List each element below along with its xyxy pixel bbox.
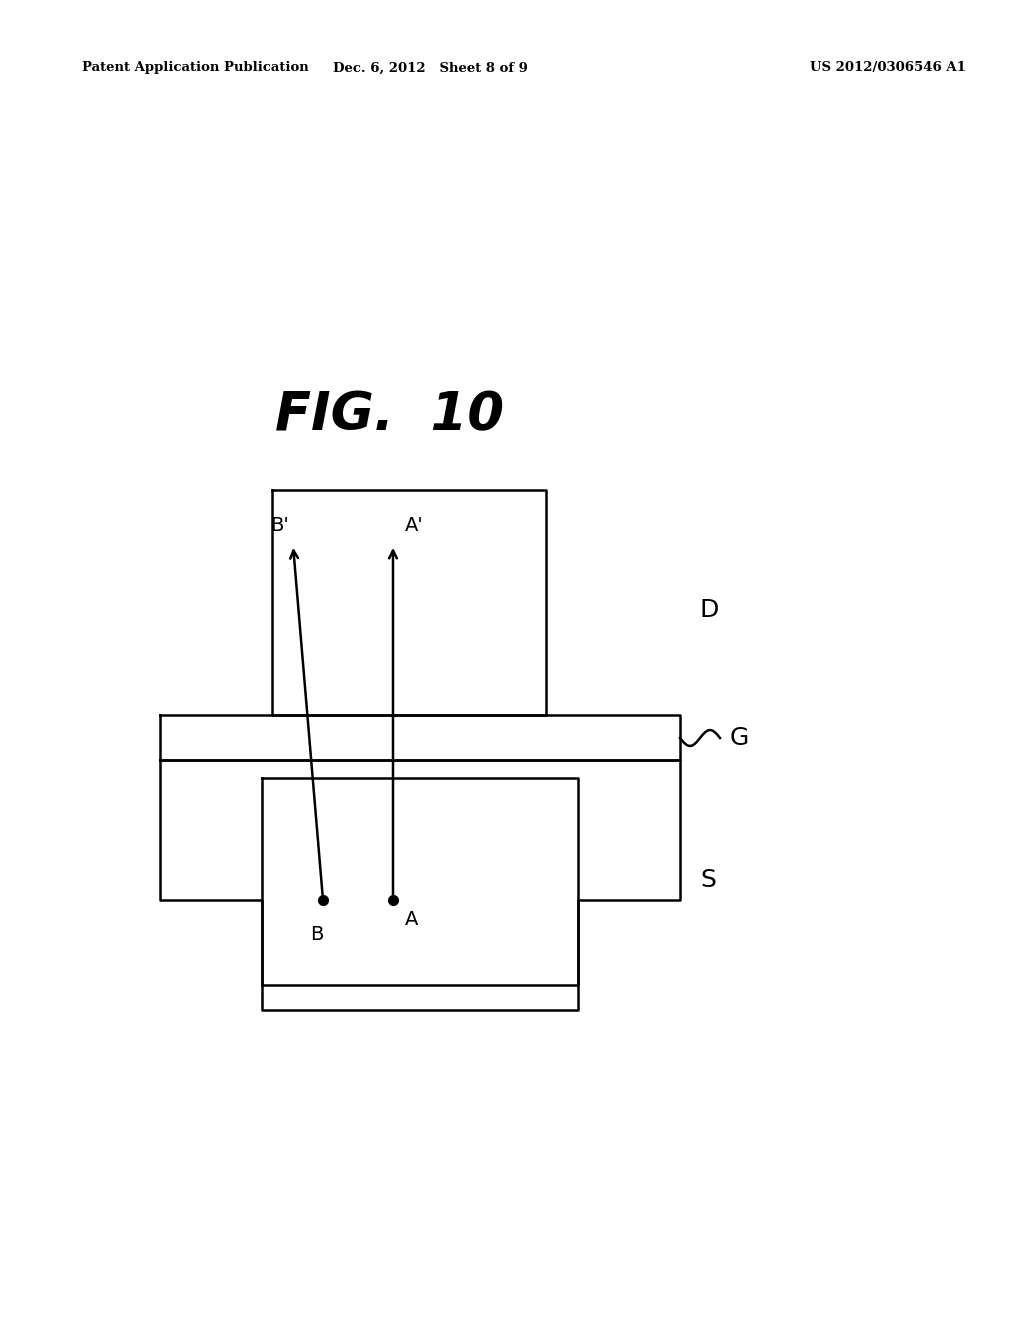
Text: A': A' [406,516,424,535]
Text: FIG.  10: FIG. 10 [275,389,505,441]
Text: D: D [700,598,720,622]
Text: B: B [310,925,324,944]
Text: Patent Application Publication: Patent Application Publication [82,62,309,74]
Text: G: G [730,726,750,750]
Text: B': B' [270,516,289,535]
Text: S: S [700,869,716,892]
Text: A: A [406,909,419,929]
Text: Dec. 6, 2012   Sheet 8 of 9: Dec. 6, 2012 Sheet 8 of 9 [333,62,527,74]
Text: US 2012/0306546 A1: US 2012/0306546 A1 [810,62,966,74]
